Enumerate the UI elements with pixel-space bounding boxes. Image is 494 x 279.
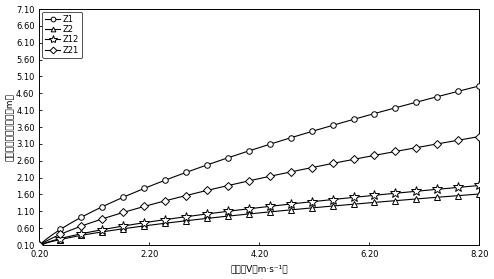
Y-axis label: 桥墩与居层冲刺深度（m）: 桥墩与居层冲刺深度（m）	[5, 93, 14, 161]
X-axis label: 流速均V（m·s⁻¹）: 流速均V（m·s⁻¹）	[231, 264, 288, 273]
Legend: Z1, Z2, Z12, Z21: Z1, Z2, Z12, Z21	[42, 11, 82, 58]
